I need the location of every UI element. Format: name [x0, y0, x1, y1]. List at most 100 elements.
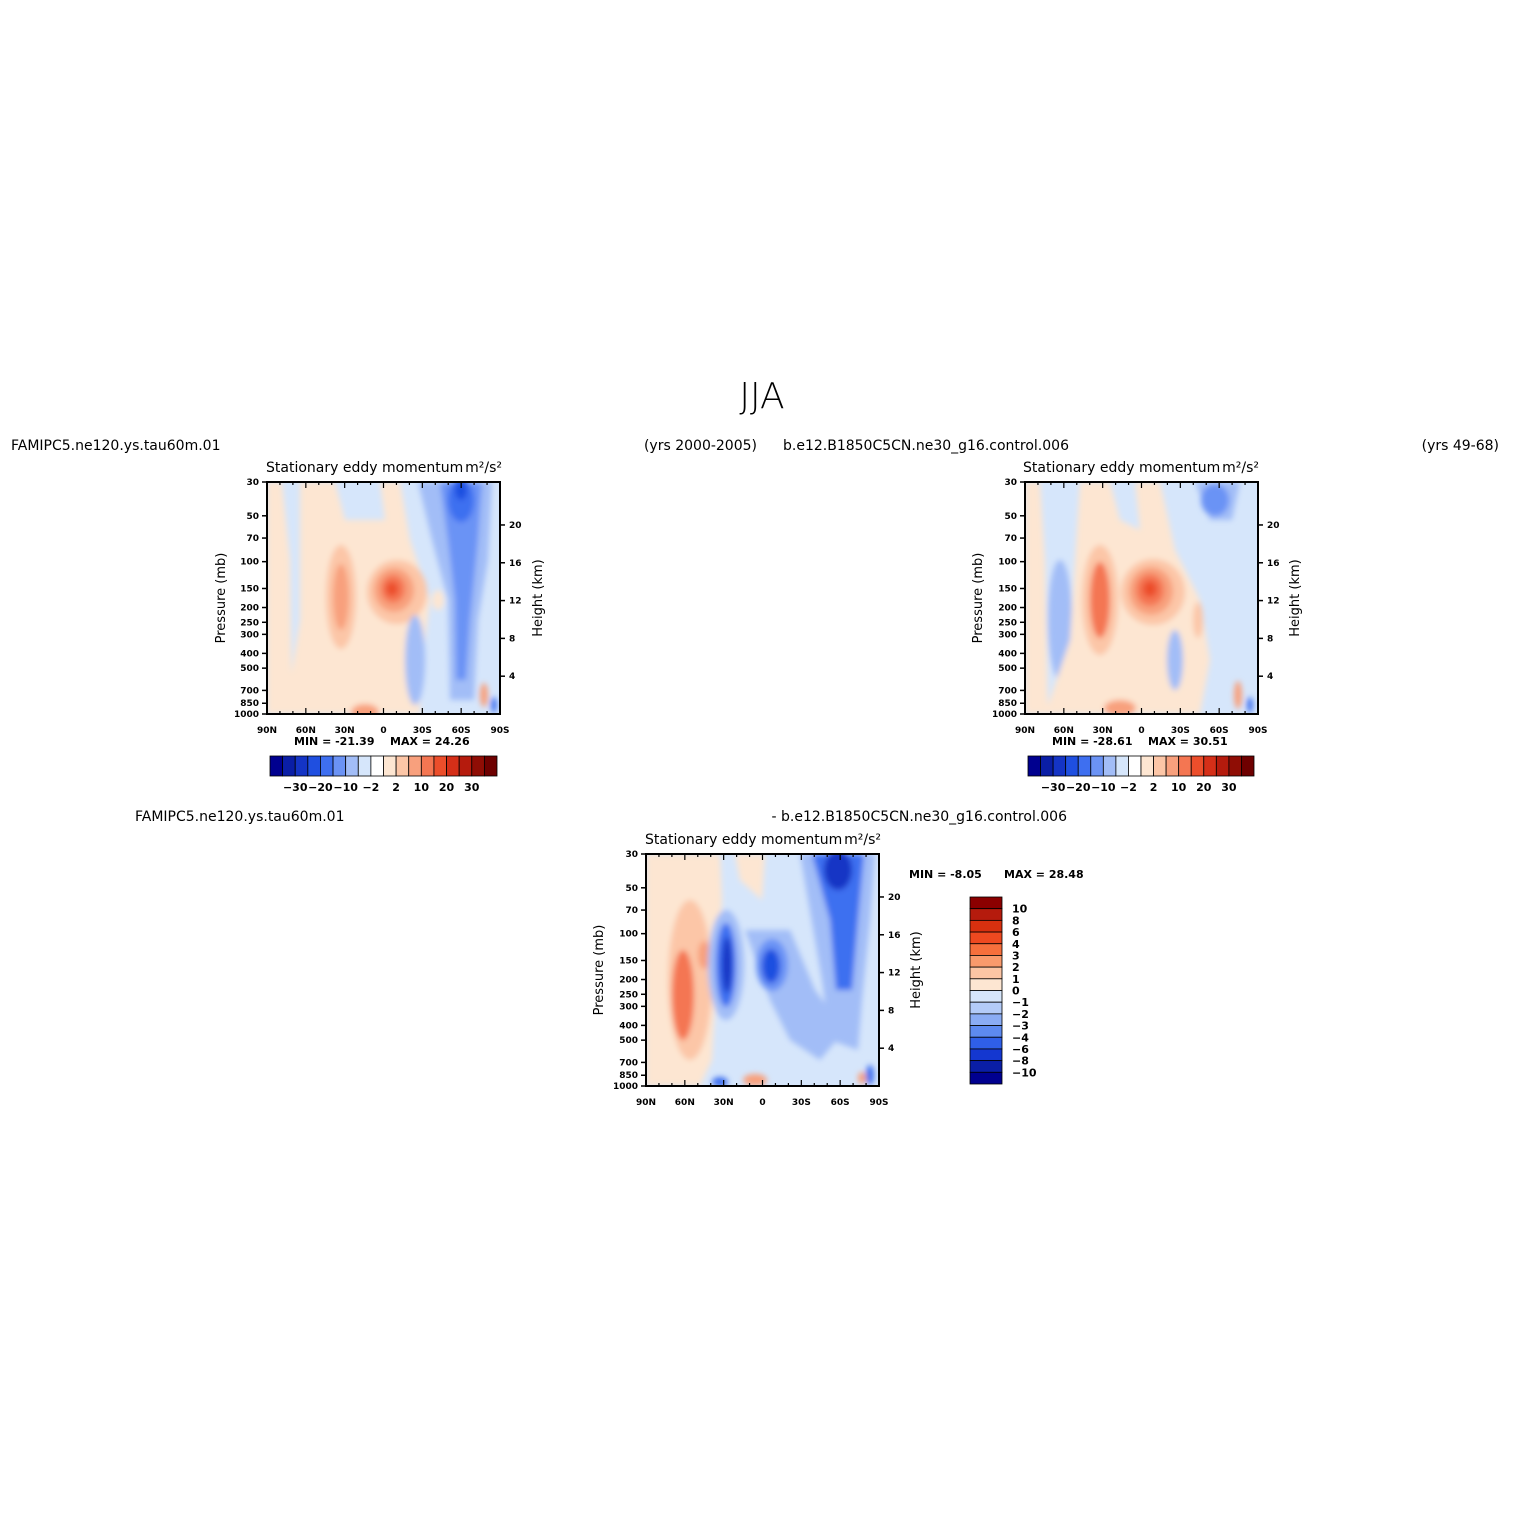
colorbar-label: −30	[283, 781, 308, 794]
x-tick-label: 90N	[1015, 726, 1035, 736]
x-tick-label: 90S	[1248, 726, 1267, 736]
contour-field	[1025, 482, 1258, 714]
y-tick-label: 300	[619, 1002, 638, 1012]
colorbar-swatch	[969, 896, 1003, 910]
colorbar-swatch	[969, 1013, 1003, 1026]
colorbar-label: 20	[439, 781, 455, 794]
panel-difference: FAMIPC5.ne120.ys.tau60m.01 - b.e12.B1850…	[135, 809, 1084, 1108]
colorbar-label: −6	[1012, 1043, 1029, 1056]
colorbar-swatch	[282, 755, 296, 777]
colorbar-swatch	[471, 755, 485, 777]
x-tick-label: 0	[1138, 726, 1144, 736]
y-tick-label: 100	[998, 558, 1017, 568]
min-value: MIN = -8.05	[909, 868, 982, 881]
y-tick-label: 400	[619, 1021, 638, 1031]
colorbar-swatch	[969, 931, 1003, 945]
y-tick-label: 30	[1004, 478, 1017, 488]
y-tick-label: 700	[240, 686, 259, 696]
y2-tick-label: 16	[888, 931, 901, 941]
y-tick-label: 300	[998, 630, 1017, 640]
units-label: m²/s²	[844, 832, 881, 848]
x-tick-label: 30N	[335, 726, 355, 736]
y-tick-label: 150	[619, 956, 638, 966]
colorbar-swatch	[357, 755, 372, 777]
y-tick-label: 500	[619, 1036, 638, 1046]
x-tick-label: 30N	[714, 1098, 734, 1108]
units-label: m²/s²	[465, 460, 502, 476]
y-tick-label: 150	[998, 584, 1017, 594]
colorbar-label: −4	[1012, 1031, 1029, 1044]
y-tick-label: 50	[246, 512, 259, 522]
y2-tick-label: 8	[509, 634, 515, 644]
colorbar-swatch	[969, 1025, 1003, 1038]
contour-field	[646, 854, 879, 1086]
colorbar-swatch	[969, 919, 1003, 933]
colorbar-swatch	[1190, 755, 1205, 777]
colorbar-label: −20	[308, 781, 333, 794]
y2-axis-label: Height (km)	[909, 931, 924, 1008]
y2-tick-label: 16	[509, 559, 522, 569]
y2-axis-label: Height (km)	[1288, 559, 1303, 636]
y2-tick-label: 12	[888, 969, 901, 979]
colorbar-swatch	[1215, 755, 1230, 777]
x-tick-label: 90S	[490, 726, 509, 736]
colorbar-label: −20	[1066, 781, 1091, 794]
plot-title: Stationary eddy momentum	[645, 832, 842, 848]
colorbar-label: 8	[1012, 914, 1020, 927]
colorbar-label: 6	[1012, 926, 1020, 939]
panel-top-left: FAMIPC5.ne120.ys.tau60m.01 (yrs 2000-200…	[11, 438, 757, 794]
colorbar-swatch	[1241, 755, 1255, 777]
colorbar-label: 30	[464, 781, 480, 794]
colorbar-swatch	[969, 990, 1003, 1003]
y-tick-label: 500	[998, 664, 1017, 674]
panel-top-right: b.e12.B1850C5CN.ne30_g16.control.006 (yr…	[783, 438, 1499, 794]
y-tick-label: 250	[240, 618, 259, 628]
y-tick-label: 400	[240, 649, 259, 659]
colorbar-swatch	[1040, 755, 1054, 777]
colorbar-swatch	[370, 755, 384, 777]
colorbar-swatch	[1165, 755, 1180, 777]
y-axis-label: Pressure (mb)	[971, 553, 986, 644]
max-value: MAX = 24.26	[390, 735, 470, 748]
x-tick-label: 60S	[452, 726, 471, 736]
colorbar-swatch	[969, 1036, 1003, 1050]
y2-tick-label: 20	[1267, 521, 1280, 531]
colorbar-label: −2	[1012, 1008, 1029, 1021]
colorbar-swatch	[433, 755, 447, 777]
colorbar-label: −10	[333, 781, 358, 794]
y-axis-label: Pressure (mb)	[214, 553, 229, 644]
x-tick-label: 90N	[636, 1098, 656, 1108]
x-tick-label: 0	[380, 726, 386, 736]
y2-tick-label: 16	[1267, 559, 1280, 569]
y-tick-label: 300	[240, 630, 259, 640]
colorbar-label: −10	[1091, 781, 1116, 794]
y2-tick-label: 12	[509, 597, 522, 607]
colorbar-swatch	[294, 755, 309, 777]
colorbar-label: 10	[414, 781, 430, 794]
y-tick-label: 850	[240, 699, 259, 709]
colorbar: −30 −20 −10 −2 2 10 20 30	[1027, 755, 1255, 794]
colorbar-swatch	[458, 755, 473, 777]
x-tick-label: 60N	[296, 726, 316, 736]
colorbar-swatch	[320, 755, 334, 777]
years-label: (yrs 49-68)	[1422, 438, 1499, 454]
y-tick-label: 50	[625, 884, 638, 894]
colorbar-label: 3	[1012, 949, 1020, 962]
colorbar-label: −2	[1120, 781, 1137, 794]
colorbar-label: −2	[362, 781, 379, 794]
colorbar-swatch	[446, 755, 460, 777]
colorbar-swatch	[332, 755, 347, 777]
colorbar-label: 1	[1012, 973, 1020, 986]
colorbar-swatch	[969, 1071, 1003, 1085]
min-value: MIN = -28.61	[1052, 735, 1132, 748]
colorbar-swatch	[1153, 755, 1167, 777]
y-tick-label: 400	[998, 649, 1017, 659]
y-tick-label: 500	[240, 664, 259, 674]
x-tick-label: 90N	[257, 726, 277, 736]
plot-title: Stationary eddy momentum	[1023, 460, 1220, 476]
case-a-name: FAMIPC5.ne120.ys.tau60m.01	[135, 809, 344, 825]
colorbar-swatch	[1128, 755, 1142, 777]
